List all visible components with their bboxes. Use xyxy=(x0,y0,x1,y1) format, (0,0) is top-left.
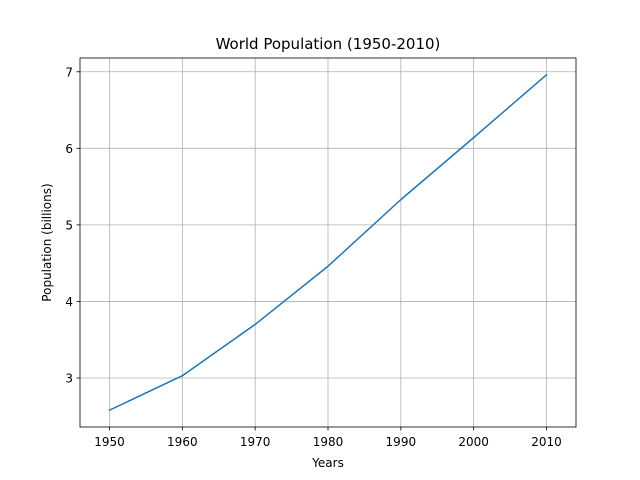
y-tick-label: 5 xyxy=(65,218,73,232)
y-tick-label: 3 xyxy=(65,372,73,386)
y-axis: 3 4 5 6 7 xyxy=(65,65,80,386)
x-tick-label: 1960 xyxy=(167,435,198,449)
x-tick-label: 1990 xyxy=(386,435,417,449)
x-tick-label: 1970 xyxy=(240,435,271,449)
y-tick-label: 4 xyxy=(65,295,73,309)
y-tick-label: 6 xyxy=(65,142,73,156)
y-tick-label: 7 xyxy=(65,65,73,79)
x-tick-label: 1950 xyxy=(94,435,125,449)
x-tick-label: 1980 xyxy=(313,435,344,449)
x-tick-label: 2010 xyxy=(531,435,562,449)
x-axis: 1950 1960 1970 1980 1990 2000 2010 xyxy=(94,427,562,449)
x-axis-label: Years xyxy=(311,456,344,470)
series-group xyxy=(108,73,548,412)
chart-title: World Population (1950-2010) xyxy=(216,35,441,53)
y-axis-label: Population (billions) xyxy=(40,183,54,301)
grid xyxy=(80,58,576,427)
x-tick-label: 2000 xyxy=(458,435,489,449)
